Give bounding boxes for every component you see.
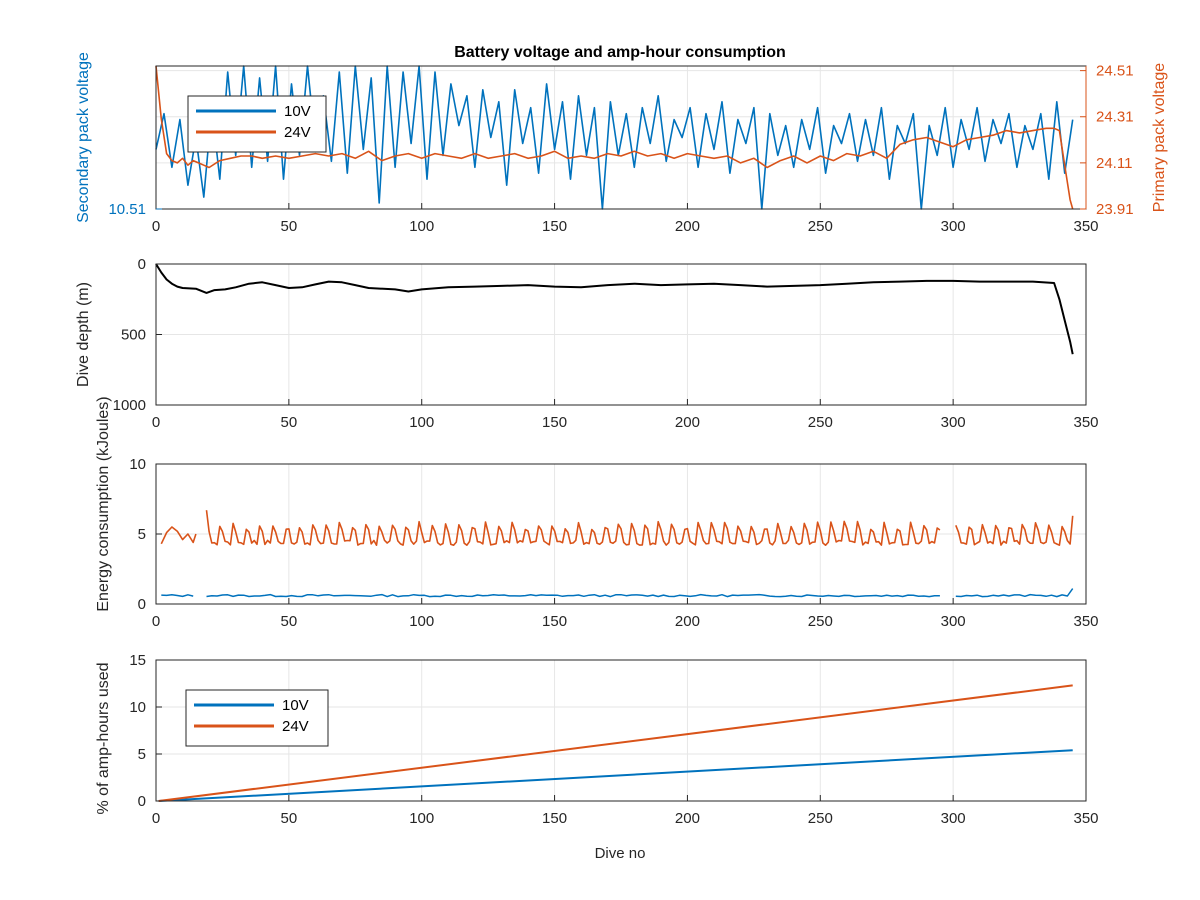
y-tick-label: 500 xyxy=(121,327,146,344)
y-tick-label: 15 xyxy=(129,652,146,669)
axes-box xyxy=(155,659,1087,802)
x-tick-label: 150 xyxy=(542,613,567,630)
y-tick-label: 10 xyxy=(129,456,146,473)
x-tick-label: 200 xyxy=(675,810,700,827)
subplot-4: 0 50 100 150 200 250 300 350 0 5 10 15 % of amp-hour… xyxy=(95,652,1099,827)
series-24v-energy-line xyxy=(160,526,197,545)
dive-depth-line xyxy=(155,263,1074,355)
y-tick-label: 10.51 xyxy=(108,201,146,218)
x-tick-label: 250 xyxy=(808,810,833,827)
series-24v-amphours-line xyxy=(158,684,1073,802)
x-tick-label: 350 xyxy=(1073,613,1098,630)
x-tick-label: 350 xyxy=(1073,810,1098,827)
x-tick-label: 100 xyxy=(409,613,434,630)
series-10v-amphours-line xyxy=(158,749,1073,802)
x-tick-label: 100 xyxy=(409,218,434,235)
legend-label: 24V xyxy=(282,718,309,735)
subplot-2: 0 50 100 150 200 250 300 350 0 500 1000 Dive depth … xyxy=(75,256,1099,431)
subplot-3: 0 50 100 150 200 250 300 350 0 5 10 Energy consumpt… xyxy=(95,396,1099,630)
x-tick-label: 350 xyxy=(1073,414,1098,431)
x-tick-label: 50 xyxy=(281,218,298,235)
legend-label: 10V xyxy=(282,697,309,714)
y-tick-label-right: 24.11 xyxy=(1096,155,1132,172)
x-tick-label: 250 xyxy=(808,613,833,630)
x-tick-label: 250 xyxy=(808,414,833,431)
x-tick-label: 50 xyxy=(281,613,298,630)
y-axis-label: Secondary pack voltage xyxy=(75,52,92,223)
x-tick-label: 150 xyxy=(542,218,567,235)
x-tick-label: 200 xyxy=(675,218,700,235)
x-tick-label: 300 xyxy=(941,218,966,235)
x-tick-label: 100 xyxy=(409,414,434,431)
y-tick-label: 0 xyxy=(138,596,146,613)
legend-box xyxy=(185,689,329,747)
x-tick-label: 150 xyxy=(542,810,567,827)
legend-box xyxy=(187,95,327,153)
x-tick-label: 0 xyxy=(152,810,160,827)
y-tick-label: 5 xyxy=(138,526,146,543)
x-tick-label: 300 xyxy=(941,414,966,431)
x-tick-label: 50 xyxy=(281,414,298,431)
x-tick-label: 50 xyxy=(281,810,298,827)
x-tick-label: 150 xyxy=(542,414,567,431)
y-axis-label: Dive depth (m) xyxy=(75,282,92,387)
series-10v-line xyxy=(155,65,1074,210)
x-tick-label: 0 xyxy=(152,218,160,235)
series-24v-line xyxy=(155,65,1074,210)
x-tick-label: 300 xyxy=(941,613,966,630)
x-tick-label: 200 xyxy=(675,414,700,431)
series-24v-energy-line xyxy=(955,515,1074,546)
x-tick-label: 350 xyxy=(1073,218,1098,235)
y-tick-label: 0 xyxy=(138,256,146,273)
y-axis-label: Energy consumption (kJoules) xyxy=(95,396,112,611)
x-tick-label: 0 xyxy=(152,613,160,630)
x-tick-label: 250 xyxy=(808,218,833,235)
x-tick-label: 100 xyxy=(409,810,434,827)
y-tick-label: 5 xyxy=(138,746,146,763)
y-axis-label-right: Primary pack voltage xyxy=(1151,63,1168,212)
x-tick-label: 200 xyxy=(675,613,700,630)
y-axis-label: % of amp-hours used xyxy=(95,662,112,814)
x-tick-label: 0 xyxy=(152,414,160,431)
series-10v-energy-line xyxy=(955,588,1074,598)
y-tick-label: 10 xyxy=(129,699,146,716)
y-tick-label-right: 24.51 xyxy=(1096,63,1134,80)
figure-title: Battery voltage and amp-hour consumption xyxy=(454,44,786,61)
series-10v-energy-line xyxy=(161,594,194,598)
subplot-1: 0 50 100 150 200 250 300 350 10.51 23.91 24.11 24.3… xyxy=(75,52,1168,235)
series-24v-energy-line xyxy=(205,510,941,546)
series-10v-energy-line xyxy=(206,593,940,598)
y-tick-label-right: 24.31 xyxy=(1096,109,1134,126)
y-tick-label: 0 xyxy=(138,793,146,810)
x-tick-label: 300 xyxy=(941,810,966,827)
y-tick-label-right: 23.91 xyxy=(1096,201,1134,218)
x-axis-label: Dive no xyxy=(595,845,646,862)
legend-label: 10V xyxy=(284,103,311,120)
y-tick-label: 1000 xyxy=(113,397,146,414)
legend-label: 24V xyxy=(284,124,311,141)
